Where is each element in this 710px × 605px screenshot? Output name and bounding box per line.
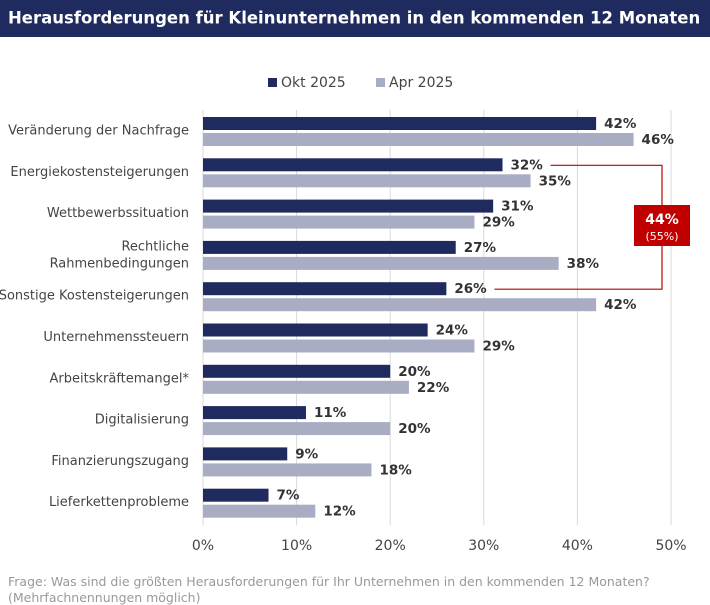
x-tick-label: 30% — [468, 538, 499, 554]
bar — [203, 240, 456, 254]
bar — [203, 256, 559, 270]
bar — [203, 463, 372, 477]
x-tick-label: 20% — [375, 538, 406, 554]
value-label: 22% — [417, 380, 450, 396]
x-tick-label: 0% — [192, 538, 214, 554]
value-label: 35% — [539, 173, 572, 189]
value-label: 18% — [379, 462, 412, 478]
title-bar — [0, 0, 710, 37]
value-label: 7% — [277, 488, 300, 504]
value-label: 29% — [482, 215, 515, 231]
legend-label: Apr 2025 — [389, 75, 453, 91]
bar — [203, 215, 475, 229]
footnote: Frage: Was sind die größten Herausforder… — [8, 574, 650, 605]
value-label: 27% — [464, 240, 497, 256]
bar — [203, 282, 447, 296]
value-label: 26% — [454, 281, 487, 297]
value-label: 9% — [295, 446, 318, 462]
value-label: 12% — [323, 504, 356, 520]
bar — [203, 158, 503, 172]
y-tick-label: Wettbewerbssituation — [47, 206, 189, 221]
annotation-text: 44% — [645, 212, 679, 228]
annotation-subtext: (55%) — [645, 230, 678, 243]
bar — [203, 422, 391, 436]
y-tick-label: Finanzierungszugang — [51, 454, 189, 469]
value-label: 38% — [567, 256, 600, 272]
x-tick-label: 50% — [655, 538, 686, 554]
value-label: 42% — [604, 297, 637, 313]
bar — [203, 117, 597, 130]
value-label: 20% — [398, 364, 431, 380]
annotation-box — [634, 205, 690, 246]
chart-title: Herausforderungen für Kleinunternehmen i… — [8, 9, 700, 28]
value-label: 46% — [642, 132, 675, 148]
legend-swatch — [376, 78, 385, 87]
value-label: 31% — [501, 199, 534, 215]
x-tick-label: 40% — [562, 538, 593, 554]
bar — [203, 364, 391, 378]
value-label: 20% — [398, 421, 431, 437]
bar — [203, 298, 597, 312]
bar — [203, 504, 316, 518]
value-label: 24% — [436, 323, 469, 339]
y-tick-label: Digitalisierung — [95, 413, 189, 428]
bar — [203, 447, 288, 461]
bar — [203, 380, 409, 394]
legend-label: Okt 2025 — [281, 75, 346, 91]
x-tick-label: 10% — [281, 538, 312, 554]
y-tick-label: Arbeitskräftemangel* — [50, 371, 190, 386]
value-label: 29% — [482, 339, 515, 355]
value-label: 42% — [604, 116, 637, 132]
bar — [203, 406, 306, 420]
y-tick-label: Rechtliche Rahmenbedingungen — [50, 239, 189, 271]
y-tick-label: Veränderung der Nachfrage — [8, 124, 189, 139]
y-tick-label: Energiekostensteigerungen — [10, 165, 189, 180]
y-tick-label: Lieferkettenprobleme — [49, 495, 189, 510]
legend-swatch — [268, 78, 277, 87]
bar — [203, 199, 494, 213]
value-label: 32% — [511, 157, 544, 173]
bar — [203, 339, 475, 353]
bar — [203, 488, 269, 502]
y-tick-label: Unternehmenssteuern — [43, 330, 189, 345]
bar — [203, 174, 531, 188]
bar — [203, 323, 428, 337]
value-label: 11% — [314, 405, 347, 421]
bar — [203, 133, 634, 146]
y-tick-label: Sonstige Kostensteigerungen — [0, 289, 189, 304]
